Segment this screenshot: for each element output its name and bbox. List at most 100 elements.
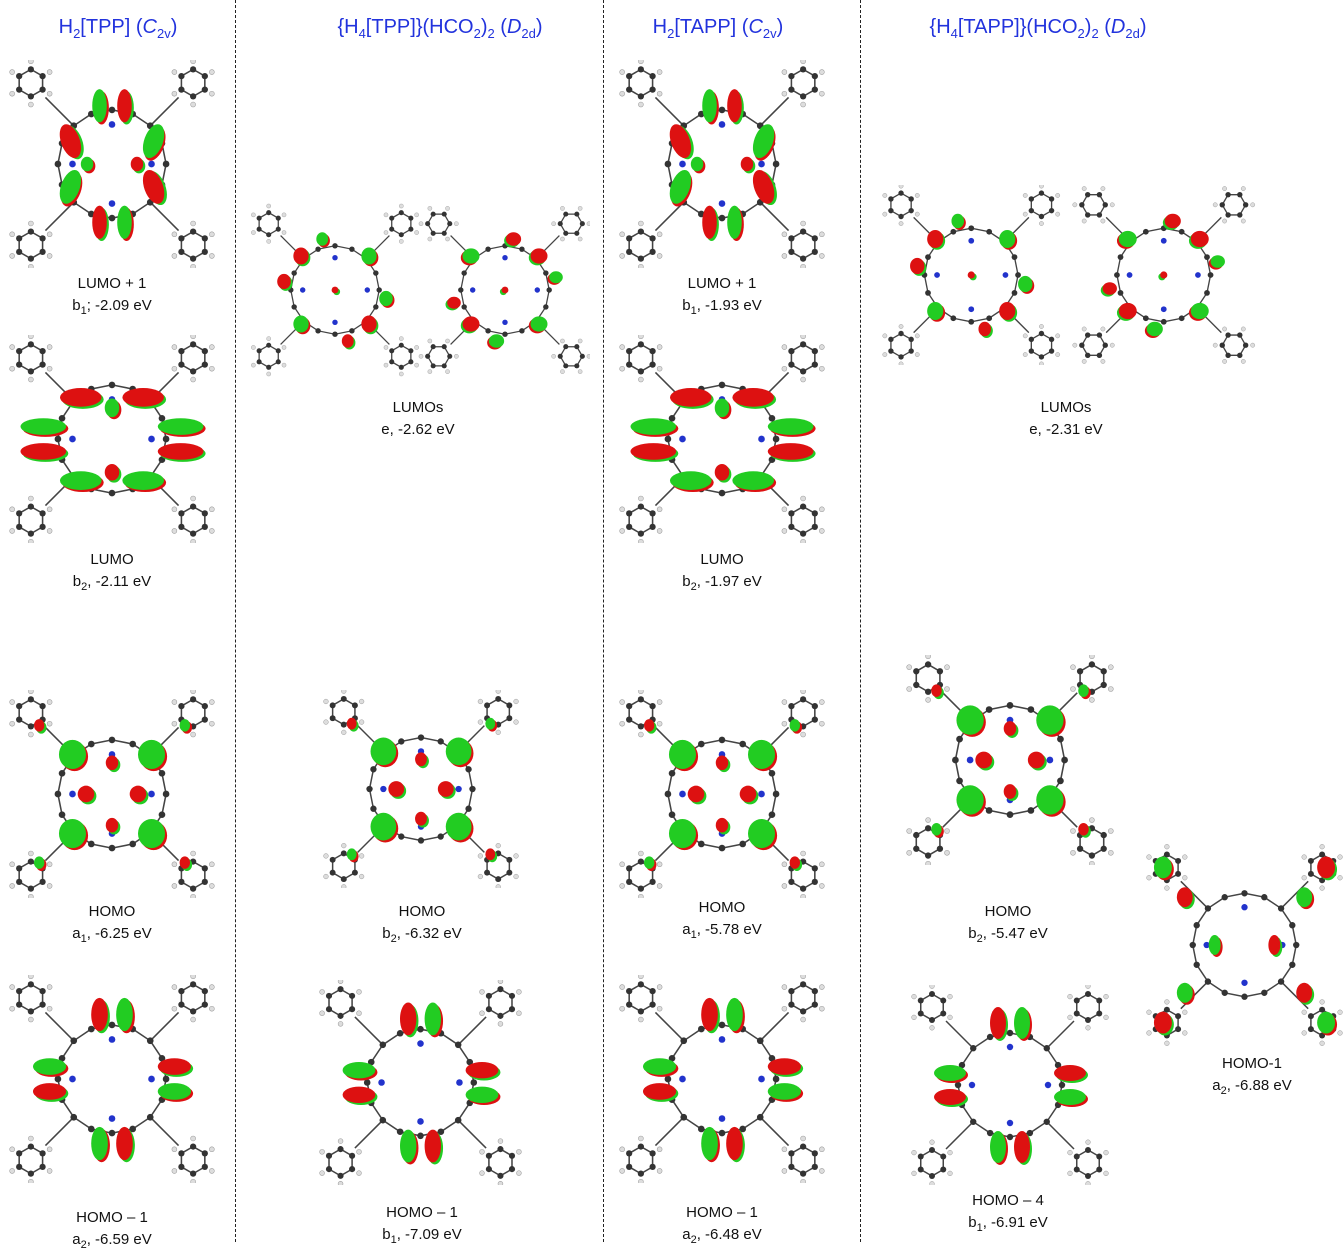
hydrogen-atom (925, 697, 931, 703)
hydrogen-atom (944, 664, 950, 670)
orbital-lobe (990, 1131, 1006, 1163)
carbon-atom (664, 790, 672, 798)
hydrogen-atom (46, 69, 53, 75)
orbital-energy: b2, -2.11 eV (72, 573, 152, 593)
orbital-lobe (58, 818, 86, 849)
carbon-atom (970, 1045, 977, 1052)
orbital-image (905, 655, 1115, 865)
hydrogen-atom (914, 193, 920, 198)
carbon-atom (178, 1150, 185, 1157)
hydrogen-atom (1085, 985, 1091, 989)
carbon-atom (1225, 352, 1231, 359)
carbon-atom (430, 363, 436, 369)
hydrogen-atom (619, 861, 625, 868)
carbon-atom (16, 865, 23, 872)
orbital-label: LUMO + 1 (687, 275, 757, 292)
hydrogen-atom (929, 1139, 935, 1145)
hydrogen-atom (28, 850, 34, 857)
hydrogen-atom (46, 90, 53, 97)
hydrogen-atom (46, 231, 53, 238)
carbon-atom (27, 368, 34, 375)
carbon-atom (458, 287, 464, 293)
nitrogen-atom (758, 435, 765, 443)
carbon-atom (637, 1143, 644, 1150)
hydrogen-atom (819, 344, 825, 350)
hydrogen-atom (171, 528, 178, 534)
hydrogen-atom (1182, 1030, 1188, 1036)
carbon-atom (337, 986, 344, 993)
bond (559, 346, 584, 367)
carbon-atom (649, 1001, 656, 1008)
molecule-view (619, 690, 825, 898)
carbon-atom (626, 235, 633, 242)
carbon-atom (485, 1152, 492, 1159)
molecule-figure (251, 203, 590, 377)
carbon-atom (16, 86, 23, 93)
carbon-atom (929, 1147, 935, 1153)
carbon-atom (465, 805, 472, 812)
orbital-image (618, 60, 826, 268)
hydrogen-atom (638, 495, 644, 502)
carbon-atom (497, 1012, 504, 1019)
nitrogen-atom (69, 1075, 76, 1083)
carbon-atom (1237, 191, 1243, 198)
hydrogen-atom (251, 345, 256, 350)
nitrogen-atom (758, 1075, 765, 1083)
carbon-atom (190, 66, 197, 73)
orbital-lobe (1118, 230, 1137, 248)
carbon-atom (417, 1132, 424, 1140)
carbon-atom (201, 1001, 208, 1008)
carbon-atom (178, 703, 185, 710)
orbital-label: HOMO – 1 (386, 1204, 458, 1221)
carbon-atom (39, 86, 46, 93)
hydrogen-atom (800, 101, 806, 108)
hydrogen-atom (190, 495, 196, 502)
carbon-atom (291, 304, 297, 310)
hydrogen-atom (1100, 186, 1106, 191)
carbon-atom (16, 1150, 23, 1157)
hydrogen-atom (781, 90, 788, 97)
hydrogen-atom (906, 850, 912, 856)
hydrogen-atom (28, 60, 34, 65)
hydrogen-atom (171, 861, 178, 868)
orbital-lobe (767, 418, 814, 435)
carbon-atom (16, 716, 23, 723)
hydrogen-atom (1301, 875, 1307, 881)
hydrogen-atom (1022, 211, 1028, 217)
carbon-atom (788, 361, 795, 368)
carbon-atom (1038, 354, 1045, 360)
carbon-atom (27, 66, 34, 73)
hydrogen-atom (9, 69, 15, 75)
nitrogen-atom (1203, 941, 1210, 949)
molecule-view (9, 690, 215, 898)
hydrogen-atom (356, 1149, 362, 1155)
carbon-atom (27, 1143, 34, 1150)
orbital-label: HOMO – 4 (972, 1192, 1044, 1209)
hydrogen-atom (619, 699, 625, 705)
hydrogen-atom (819, 231, 825, 238)
orbital-energy: e, -2.31 eV (1029, 421, 1103, 438)
carbon-atom (178, 86, 185, 93)
orbital-lobe (1003, 721, 1017, 736)
carbon-atom (87, 840, 95, 848)
carbon-atom (1048, 207, 1055, 214)
carbon-atom (201, 361, 208, 368)
carbon-atom (366, 785, 373, 793)
carbon-atom (447, 353, 453, 359)
hydrogen-atom (911, 993, 917, 1000)
carbon-atom (637, 858, 644, 865)
bond (44, 1011, 75, 1042)
hydrogen-atom (46, 1168, 53, 1174)
hydrogen-atom (656, 231, 663, 238)
carbon-atom (950, 315, 957, 322)
bond (1075, 1149, 1101, 1177)
nitrogen-atom (679, 435, 686, 443)
carbon-atom (1073, 1166, 1080, 1173)
hydrogen-atom (337, 1021, 344, 1027)
orbital-lobe (415, 811, 427, 826)
hydrogen-atom (477, 853, 484, 859)
carbon-atom (1289, 961, 1296, 968)
hydrogen-atom (356, 1170, 362, 1176)
carbon-atom (39, 348, 46, 355)
orbital-lobe (129, 785, 147, 803)
